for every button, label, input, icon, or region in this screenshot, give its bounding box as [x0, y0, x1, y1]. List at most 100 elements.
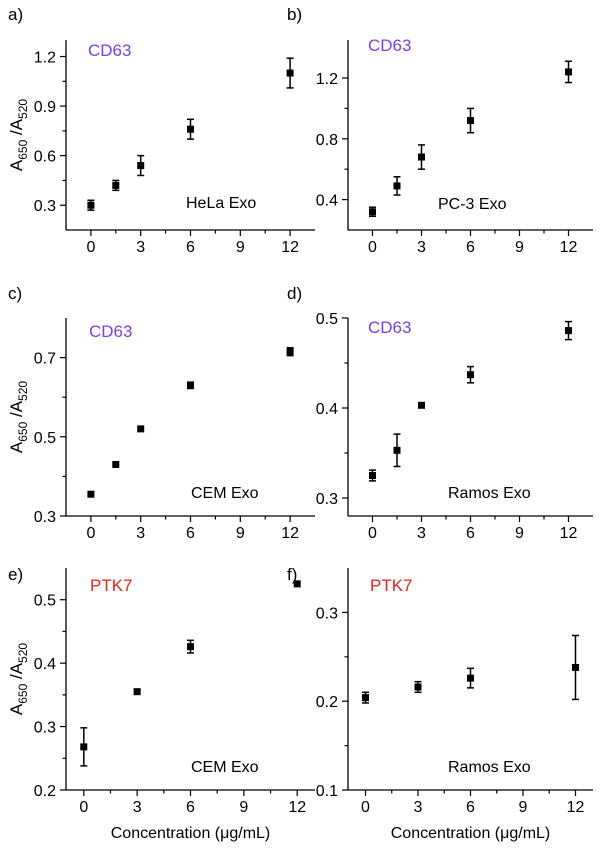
- y-axis-label-part: A: [7, 159, 26, 171]
- sample-label: HeLa Exo: [186, 195, 256, 212]
- marker-label: PTK7: [370, 576, 413, 595]
- data-point: [467, 674, 474, 682]
- data-point: [369, 208, 376, 216]
- y-tick-label: 0.2: [316, 694, 338, 711]
- x-tick-label: 9: [236, 239, 245, 256]
- x-tick-label: 6: [186, 799, 195, 816]
- sample-label: PC-3 Exo: [438, 196, 507, 213]
- x-tick-label: 9: [236, 525, 245, 542]
- sample-label: CEM Exo: [191, 485, 259, 502]
- x-tick-label: 9: [515, 525, 524, 542]
- panel-label: c): [8, 284, 22, 303]
- y-axis-label-subscript: 650: [16, 421, 30, 441]
- y-axis-label: A650 /A520: [7, 381, 30, 454]
- x-tick-label: 0: [86, 239, 95, 256]
- panel-label: e): [8, 565, 23, 584]
- x-tick-label: 3: [414, 799, 423, 816]
- x-tick-label: 6: [186, 239, 195, 256]
- y-tick-label: 0.9: [34, 99, 56, 116]
- x-tick-label: 6: [466, 799, 475, 816]
- y-tick-label: 0.3: [34, 198, 56, 215]
- panel-label: b): [287, 5, 302, 24]
- data-point: [187, 125, 194, 133]
- marker-label: CD63: [88, 41, 131, 60]
- y-tick-label: 0.6: [34, 149, 56, 166]
- data-point: [137, 162, 145, 170]
- x-tick-label: 12: [281, 525, 299, 542]
- x-tick-label: 3: [136, 239, 145, 256]
- y-tick-label: 0.5: [34, 430, 56, 447]
- x-tick-label: 0: [79, 799, 88, 816]
- y-tick-label: 0.3: [34, 720, 56, 737]
- x-tick-label: 12: [281, 239, 299, 256]
- data-point: [133, 688, 141, 696]
- data-point: [112, 181, 120, 189]
- marker-label: CD63: [368, 318, 411, 337]
- data-point: [137, 425, 145, 433]
- y-axis-label-subscript: 520: [16, 99, 30, 119]
- x-tick-label: 12: [560, 239, 578, 256]
- y-axis-label-subscript: 650: [16, 683, 30, 703]
- data-point: [565, 327, 572, 335]
- y-tick-label: 1.2: [316, 71, 338, 88]
- sample-label: Ramos Exo: [448, 759, 531, 776]
- x-tick-label: 12: [560, 525, 578, 542]
- data-point: [87, 201, 95, 209]
- y-axis-label-part: /A: [7, 662, 26, 683]
- data-point: [369, 472, 376, 479]
- x-tick-label: 0: [86, 525, 95, 542]
- y-axis-label-part: A: [7, 441, 26, 453]
- data-point: [418, 401, 425, 409]
- y-tick-label: 0.5: [34, 593, 56, 610]
- data-point: [393, 446, 401, 454]
- x-tick-label: 12: [288, 799, 306, 816]
- data-point: [187, 643, 194, 651]
- y-tick-label: 0.3: [316, 491, 338, 508]
- y-tick-label: 0.3: [34, 509, 56, 526]
- y-axis-label-part: /A: [7, 118, 26, 139]
- y-axis-label-subscript: 520: [16, 381, 30, 401]
- x-tick-label: 3: [136, 525, 145, 542]
- data-point: [286, 69, 294, 77]
- marker-label: CD63: [368, 36, 411, 55]
- data-point: [414, 683, 422, 691]
- y-axis-label-part: /A: [7, 400, 26, 421]
- y-axis-label-subscript: 520: [16, 643, 30, 663]
- panel-label: f): [287, 565, 297, 584]
- y-tick-label: 1.2: [34, 50, 56, 67]
- data-point: [293, 580, 301, 588]
- x-tick-label: 12: [567, 799, 585, 816]
- x-tick-label: 0: [361, 799, 370, 816]
- y-tick-label: 0.1: [316, 783, 338, 800]
- y-tick-label: 0.4: [316, 193, 338, 210]
- y-tick-label: 0.8: [316, 132, 338, 149]
- data-point: [80, 743, 88, 751]
- data-point: [418, 153, 425, 161]
- data-point: [87, 490, 95, 498]
- x-axis-label: Concentration (μg/mL): [391, 825, 551, 842]
- y-axis-label-subscript: 650: [16, 139, 30, 159]
- y-tick-label: 0.3: [316, 605, 338, 622]
- y-tick-label: 0.4: [316, 401, 338, 418]
- data-point: [362, 694, 369, 702]
- y-tick-label: 0.5: [316, 311, 338, 328]
- data-point: [286, 348, 294, 356]
- x-axis-label: Concentration (μg/mL): [111, 825, 271, 842]
- x-tick-label: 9: [519, 799, 528, 816]
- panel-label: a): [8, 5, 23, 24]
- x-tick-label: 6: [186, 525, 195, 542]
- sample-label: Ramos Exo: [448, 485, 531, 502]
- x-tick-label: 3: [417, 525, 426, 542]
- marker-label: CD63: [89, 322, 132, 341]
- x-tick-label: 0: [368, 239, 377, 256]
- y-tick-label: 0.4: [34, 656, 56, 673]
- data-point: [187, 381, 194, 389]
- x-tick-label: 9: [239, 799, 248, 816]
- x-tick-label: 6: [466, 525, 475, 542]
- y-axis-label: A650 /A520: [7, 643, 30, 716]
- x-tick-label: 3: [417, 239, 426, 256]
- data-point: [565, 68, 572, 76]
- data-point: [467, 371, 474, 379]
- y-axis-label: A650 /A520: [7, 99, 30, 172]
- data-point: [393, 182, 401, 190]
